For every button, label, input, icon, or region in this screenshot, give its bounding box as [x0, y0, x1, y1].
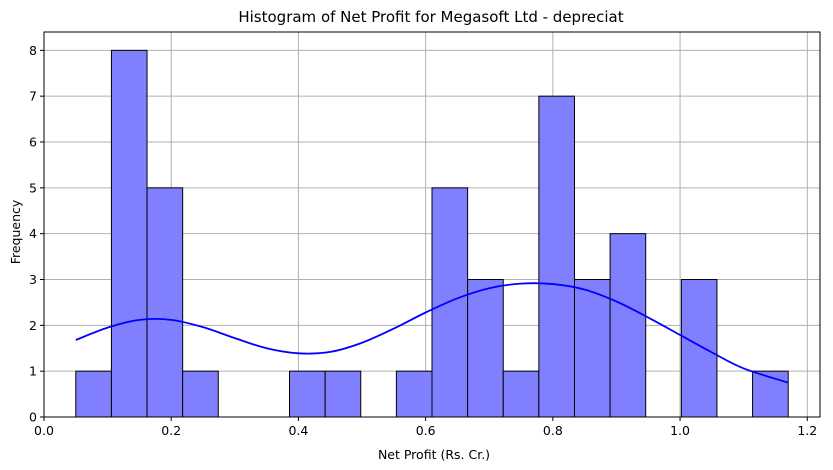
- x-axis-ticks: 0.0 0.2 0.4 0.6 0.8 1.0 1.2: [34, 417, 817, 438]
- y-tick-label: 3: [29, 272, 37, 287]
- y-tick-label: 7: [29, 89, 37, 104]
- y-axis-label: Frequency: [8, 199, 23, 264]
- y-tick-label: 2: [29, 318, 37, 333]
- histogram-bar: [110, 49, 148, 418]
- histogram-bar: [502, 370, 540, 418]
- x-tick-label: 1.0: [670, 423, 690, 438]
- x-tick-label: 1.2: [797, 423, 817, 438]
- y-tick-label: 6: [29, 135, 37, 150]
- plot-frame: [43, 31, 821, 418]
- histogram-bar: [324, 370, 362, 418]
- histogram-bar: [752, 370, 789, 418]
- histogram-bar: [146, 187, 184, 418]
- y-tick-label: 1: [29, 364, 37, 379]
- y-axis-ticks: 0 1 2 3 4 5 6 7 8: [29, 43, 44, 425]
- x-tick-label: 0.2: [161, 423, 181, 438]
- histogram-bar: [431, 187, 469, 418]
- histogram-bar: [182, 370, 219, 418]
- histogram-bar: [289, 370, 326, 418]
- histogram-bar: [75, 370, 112, 418]
- kde-curve: [75, 282, 789, 384]
- histogram-bar: [467, 279, 504, 418]
- y-tick-label: 4: [29, 226, 37, 241]
- histogram-bar: [609, 233, 647, 418]
- y-tick-label: 0: [29, 410, 37, 425]
- x-tick-label: 0.4: [288, 423, 308, 438]
- x-tick-label: 0.6: [416, 423, 436, 438]
- histogram-bar: [680, 279, 718, 418]
- y-tick-label: 5: [29, 180, 37, 195]
- histogram-bar: [573, 279, 611, 418]
- x-tick-label: 0.8: [543, 423, 563, 438]
- histogram-bar: [395, 370, 433, 418]
- chart-title: Histogram of Net Profit for Megasoft Ltd…: [238, 8, 623, 26]
- y-tick-label: 8: [29, 43, 37, 58]
- x-axis-label: Net Profit (Rs. Cr.): [378, 447, 490, 462]
- histogram-bar: [538, 95, 575, 418]
- histogram-bars: [75, 49, 789, 418]
- x-tick-label: 0.0: [34, 423, 54, 438]
